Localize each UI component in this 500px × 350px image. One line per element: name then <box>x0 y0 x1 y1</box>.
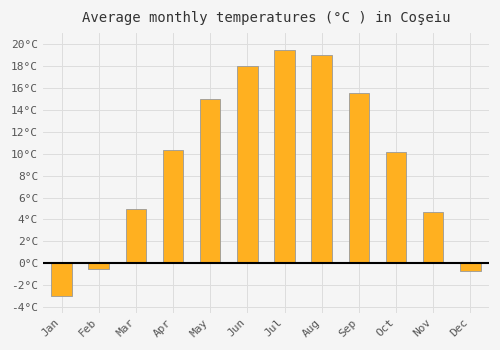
Bar <box>88 263 109 269</box>
Bar <box>52 263 72 296</box>
Bar <box>423 212 444 263</box>
Bar <box>237 66 258 263</box>
Bar <box>386 152 406 263</box>
Title: Average monthly temperatures (°C ) in Coşeiu: Average monthly temperatures (°C ) in Co… <box>82 11 450 25</box>
Bar <box>163 150 184 263</box>
Bar <box>348 93 369 263</box>
Bar <box>126 209 146 263</box>
Bar <box>312 55 332 263</box>
Bar <box>274 50 294 263</box>
Bar <box>200 99 220 263</box>
Bar <box>460 263 480 271</box>
